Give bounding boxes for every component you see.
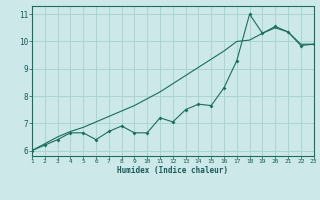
- X-axis label: Humidex (Indice chaleur): Humidex (Indice chaleur): [117, 166, 228, 175]
